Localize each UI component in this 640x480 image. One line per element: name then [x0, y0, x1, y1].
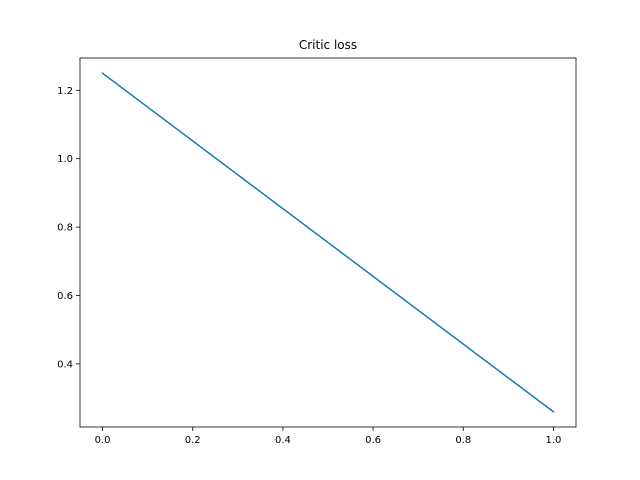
y-tick-label: 0.8	[57, 223, 73, 234]
y-axis: 0.4 0.6 0.8 1.0 1.2	[57, 86, 80, 370]
chart-title: Critic loss	[299, 38, 357, 52]
plot-area-frame	[79, 57, 577, 428]
y-tick-label: 0.6	[57, 291, 73, 302]
y-tick-label: 1.0	[57, 154, 73, 165]
series-layer	[101, 72, 555, 413]
x-tick-label: 0.4	[275, 435, 291, 446]
x-tick-label: 0.0	[95, 435, 111, 446]
x-axis: 0.0 0.2 0.4 0.6 0.8 1.0	[95, 427, 562, 446]
x-tick-label: 1.0	[546, 435, 562, 446]
x-tick-label: 0.8	[455, 435, 471, 446]
x-tick-label: 0.6	[365, 435, 381, 446]
y-tick-label: 0.4	[57, 359, 73, 370]
y-tick-label: 1.2	[57, 86, 73, 97]
x-tick-label: 0.2	[185, 435, 201, 446]
series-line-0	[101, 72, 555, 413]
